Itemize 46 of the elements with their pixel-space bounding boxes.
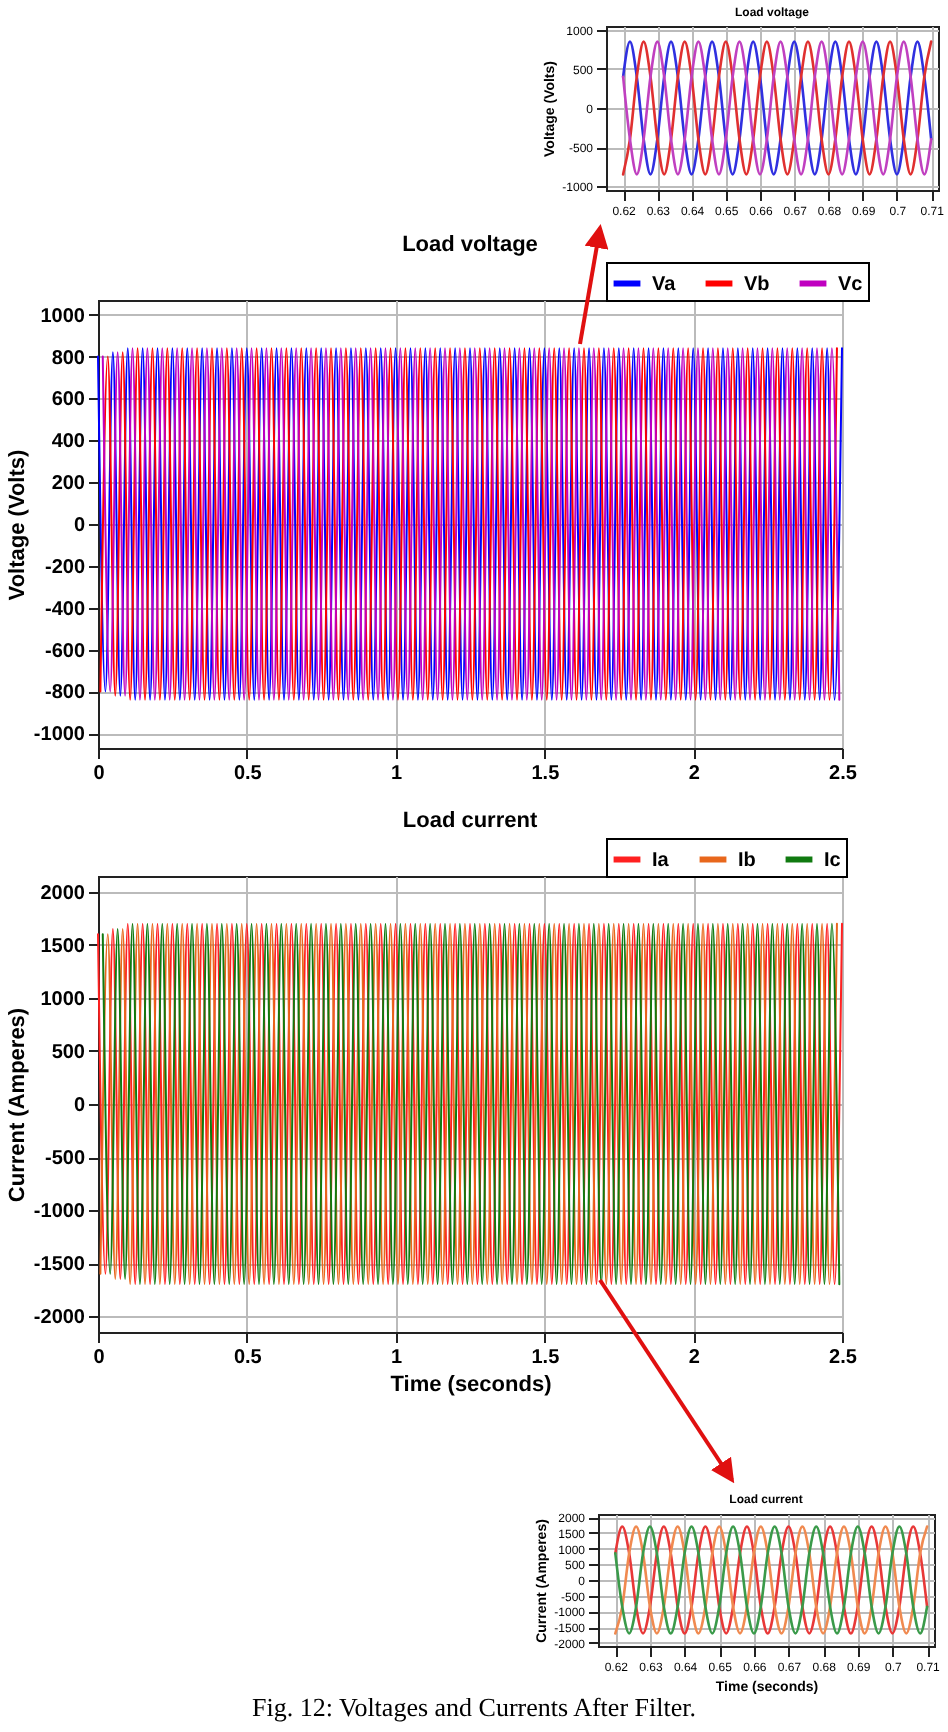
line-series (614, 1525, 929, 1635)
legend-label: Ic (824, 849, 842, 872)
y-tick-label: 400 (51, 431, 86, 454)
x-tick-label: 0.5 (233, 763, 263, 785)
x-tick-label: 1 (391, 763, 404, 785)
y-tick-label: 1000 (40, 988, 86, 1011)
legend-label: Va (652, 273, 677, 296)
x-tick-label: 2 (688, 763, 701, 785)
y-tick-label: 0 (73, 1095, 86, 1117)
y-tick-label: 2000 (40, 882, 86, 905)
y-tick-label: 800 (51, 347, 86, 370)
caption: Fig. 12: Voltages and Currents After Filter. (250, 1692, 698, 1724)
chart-title: Load current (402, 809, 538, 833)
x-tick-label: 1 (391, 1347, 404, 1369)
y-tick-label: 500 (51, 1041, 86, 1064)
x-tick-label: 2 (688, 1347, 701, 1369)
x-tick-label: 0 (93, 763, 106, 785)
y-tick-label: 200 (51, 473, 86, 496)
y-axis-title: Current (Amperes) (5, 1007, 30, 1203)
y-tick-label: -400 (44, 598, 86, 621)
x-tick-label: 1.5 (531, 763, 561, 785)
x-tick-label: 2.5 (829, 1347, 858, 1369)
y-axis-title: Voltage (Volts) (5, 448, 30, 601)
y-tick-label: -200 (44, 556, 86, 579)
legend-label: Vb (744, 273, 770, 296)
line-series (621, 40, 933, 176)
x-axis-title: Time (seconds) (390, 1373, 553, 1397)
y-tick-label: -1500 (33, 1254, 86, 1277)
y-tick-label: 600 (51, 389, 86, 412)
legend-label: Vc (838, 273, 864, 296)
x-tick-label: 1.5 (531, 1347, 561, 1369)
y-tick-label: -2000 (33, 1307, 86, 1330)
y-tick-label: -500 (44, 1148, 86, 1171)
y-tick-label: -600 (44, 640, 86, 663)
legend-label: Ib (738, 849, 756, 872)
y-tick-label: 1500 (40, 935, 86, 958)
x-tick-label: 2.5 (829, 763, 858, 785)
y-tick-label: 1000 (40, 305, 86, 328)
x-tick-label: 0.5 (233, 1347, 263, 1369)
y-tick-label: -1000 (33, 724, 86, 747)
y-tick-label: 0 (73, 515, 86, 537)
legend-label: Ia (652, 849, 670, 872)
y-tick-label: -800 (44, 682, 86, 705)
x-tick-label: 0 (93, 1347, 106, 1369)
chart-title: Load voltage (402, 233, 538, 257)
y-tick-label: -1000 (33, 1201, 86, 1224)
